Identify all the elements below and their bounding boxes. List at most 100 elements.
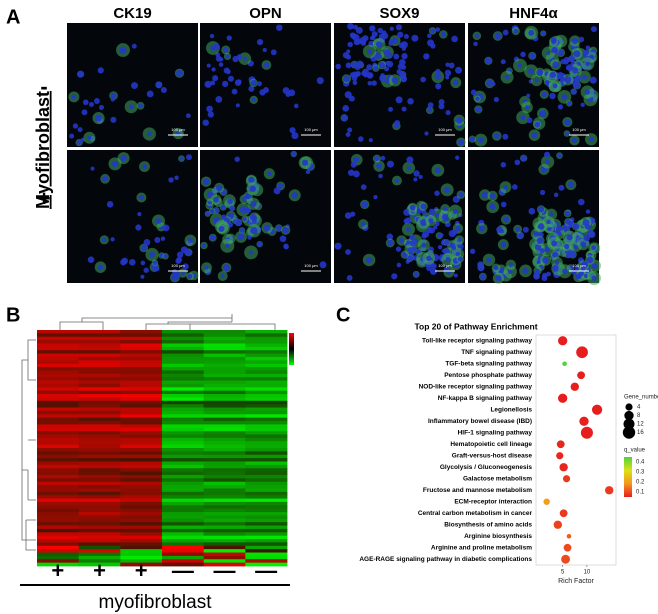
cell-nucleus (171, 269, 178, 275)
heatmap-cell (78, 336, 121, 341)
dot (559, 463, 568, 472)
cell-nucleus (534, 243, 542, 251)
cell-nucleus (578, 270, 584, 277)
cell-nucleus (360, 222, 366, 227)
cell-nucleus (267, 171, 272, 176)
heatmap-cell (245, 515, 288, 520)
heatmap-cell (245, 346, 288, 351)
heatmap-cell (120, 481, 163, 486)
cell-nucleus (591, 245, 597, 250)
cell-nucleus (445, 75, 450, 80)
cell-nucleus (479, 273, 486, 280)
heatmap-cell (37, 542, 80, 547)
heatmap-cell (203, 542, 246, 547)
heatmap-cell (37, 481, 80, 486)
cell-nucleus (564, 243, 570, 250)
heatmap-cell (203, 525, 246, 530)
cell-nucleus (427, 33, 432, 39)
heatmap-cell (245, 454, 288, 459)
heatmap-cell (203, 367, 246, 371)
heatmap-cell (120, 555, 163, 560)
cell-nucleus (344, 91, 352, 99)
heatmap-cell (162, 404, 205, 408)
micrograph: 100 μm (67, 23, 198, 147)
heatmap-cell (245, 417, 288, 422)
cell-nucleus (387, 239, 394, 247)
cell-nucleus (453, 79, 459, 86)
heatmap-cell (162, 434, 205, 439)
heatmap-cell (162, 485, 205, 489)
heatmap-cell (78, 333, 121, 338)
cell-nucleus (413, 271, 419, 278)
cell-nucleus (72, 123, 79, 129)
colorbar-label: 0.1 (636, 490, 645, 496)
cell-nucleus (221, 214, 227, 220)
heatmap-cell (120, 390, 163, 395)
cell-nucleus (227, 198, 233, 205)
cell-nucleus (369, 25, 376, 32)
dot (557, 336, 568, 346)
heatmap-cell (162, 421, 205, 425)
column-sign: + (135, 558, 148, 583)
cell-nucleus (275, 225, 282, 231)
cell-nucleus (406, 165, 411, 171)
heatmap-cell (78, 373, 121, 378)
column-sign: — (214, 558, 236, 583)
cell-nucleus (226, 35, 232, 41)
y-tick-label: Central carbon metabolism in cancer (418, 510, 533, 517)
cell-nucleus (202, 243, 207, 248)
heatmap-cell (78, 539, 121, 543)
cell-nucleus (520, 154, 527, 162)
heatmap-cell (120, 451, 163, 456)
cell-nucleus (209, 33, 215, 39)
heatmap-cell (78, 535, 121, 540)
x-tick-label: 10 (584, 570, 591, 576)
cell-nucleus (455, 225, 461, 232)
heatmap-cell (120, 414, 163, 419)
heatmap-cell (78, 380, 121, 385)
heatmap-cell (162, 427, 205, 432)
heatmap-cell (245, 508, 288, 513)
cell-nucleus (536, 237, 544, 245)
cell-nucleus (413, 170, 420, 177)
cell-nucleus (370, 35, 376, 41)
cell-nucleus (95, 114, 102, 122)
heatmap-cell (203, 539, 246, 543)
heatmap-cell (37, 539, 80, 543)
heatmap-cell (37, 468, 80, 472)
cell-nucleus (477, 137, 484, 144)
heatmap-cell (120, 417, 163, 422)
heatmap-cell (120, 373, 163, 378)
heatmap-cell (37, 488, 80, 493)
column-header: HNF4α (509, 5, 558, 22)
colorbar-label: 0.3 (636, 470, 645, 476)
cell-nucleus (380, 155, 386, 161)
heatmap-cell (78, 377, 121, 381)
heatmap-cell (120, 380, 163, 385)
cell-nucleus (585, 45, 591, 51)
cell-nucleus (489, 193, 496, 199)
heatmap-cell (162, 528, 205, 533)
heatmap-cell (37, 545, 80, 550)
heatmap-cell (162, 370, 205, 375)
cell-nucleus (585, 209, 591, 214)
heatmap-cell (245, 535, 288, 540)
cell-nucleus (347, 169, 355, 176)
cell-nucleus (168, 177, 174, 183)
cell-nucleus (270, 49, 277, 56)
cell-nucleus (500, 201, 507, 208)
cell-nucleus (500, 241, 507, 248)
heatmap-cell (78, 441, 121, 446)
heatmap-cell (78, 410, 121, 415)
cell-nucleus (388, 106, 394, 112)
cell-nucleus (162, 224, 170, 232)
cell-nucleus (386, 52, 393, 59)
heatmap-cell (78, 498, 121, 503)
heatmap-cell (37, 424, 80, 429)
cell-nucleus (409, 239, 417, 247)
cell-nucleus (439, 232, 444, 238)
legend-label: 16 (637, 430, 644, 436)
cell-nucleus (187, 274, 193, 279)
heatmap-cell (78, 562, 121, 567)
cell-nucleus (552, 264, 559, 272)
